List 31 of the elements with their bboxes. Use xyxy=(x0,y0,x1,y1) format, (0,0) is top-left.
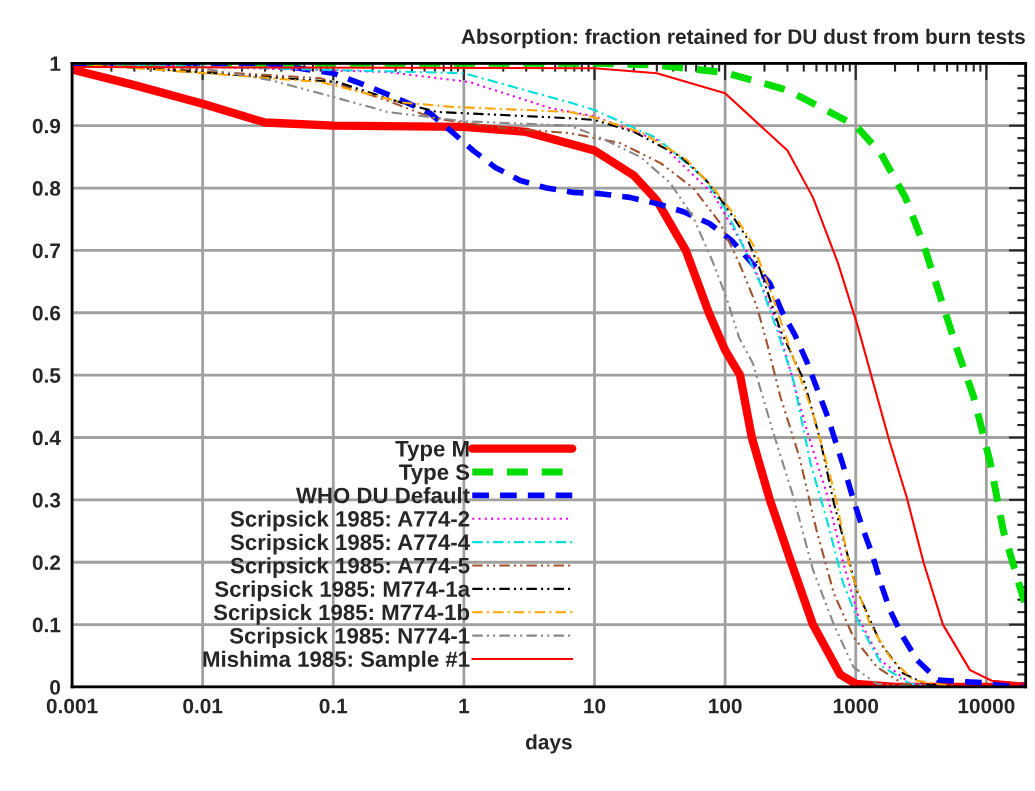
x-axis-title: days xyxy=(525,734,572,754)
chart-title: Absorption: fraction retained for DU dust from burn tests xyxy=(461,28,1025,49)
legend-label: Scripsick 1985: N774-1 xyxy=(229,627,470,649)
y-tick-label: 1 xyxy=(50,56,61,71)
legend-label: Scripsick 1985: A774-5 xyxy=(230,557,470,578)
legend-label: Type S xyxy=(399,464,470,485)
x-tick-label: 10000 xyxy=(958,698,1015,714)
x-tick-label: 1 xyxy=(459,698,470,714)
y-tick-label: 0.4 xyxy=(32,430,61,446)
y-tick-label: 0.3 xyxy=(32,492,61,508)
x-tick-label: 100 xyxy=(709,698,742,714)
y-tick-label: 0.9 xyxy=(32,118,61,134)
y-tick-label: 0.5 xyxy=(32,368,61,383)
y-tick-label: 0.8 xyxy=(32,181,61,196)
y-tick-label: 0.6 xyxy=(32,305,61,321)
legend-label: WHO DU Default xyxy=(296,487,470,504)
legend-label: Scripsick 1985: M774-1b xyxy=(213,603,470,625)
legend-label: Type M xyxy=(395,441,469,461)
x-tick-label: 10 xyxy=(584,698,606,714)
legend-label: Scripsick 1985: M774-1a xyxy=(214,580,471,602)
y-tick-label: 0 xyxy=(50,679,61,695)
x-tick-label: 1000 xyxy=(833,698,879,714)
legend-label: Scripsick 1985: A774-4 xyxy=(230,533,470,555)
x-tick-label: 0.1 xyxy=(319,698,348,714)
y-tick-label: 0.1 xyxy=(32,617,61,633)
x-tick-label: 0.001 xyxy=(46,698,98,714)
legend-label: Scripsick 1985: A774-2 xyxy=(230,510,470,532)
y-tick-label: 0.7 xyxy=(32,243,61,259)
x-tick-label: 0.01 xyxy=(183,698,223,714)
legend-label: Mishima 1985: Sample #1 xyxy=(203,650,470,672)
y-tick-label: 0.2 xyxy=(32,555,61,570)
